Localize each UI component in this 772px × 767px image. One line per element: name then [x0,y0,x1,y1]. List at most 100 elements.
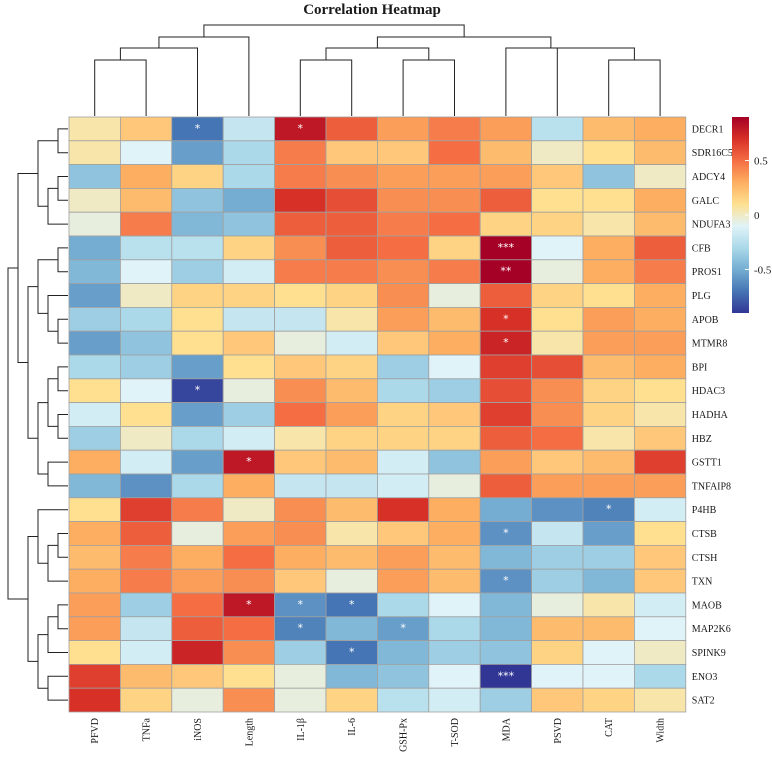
row-dendrogram-branch [57,604,68,630]
significance-mark: * [195,384,201,397]
heatmap-cell [376,425,430,451]
heatmap-cell [634,521,687,546]
row-dendrogram-branch [47,378,58,427]
row-dendrogram-branch [57,533,68,558]
heatmap-cell [171,402,224,427]
heatmap-cell [68,306,121,332]
heatmap-cell [68,402,121,427]
heatmap-cell [428,592,481,618]
heatmap-cell [582,402,635,427]
significance-mark: * [503,527,509,540]
row-dendrogram-branch [27,286,38,439]
heatmap-cell [120,664,173,689]
column-dendrogram-branch [299,59,353,116]
heatmap-cell [222,687,275,713]
heatmap-cell [120,283,173,308]
heatmap-cell [171,473,224,499]
heatmap-cell [582,687,635,713]
heatmap-cell [428,664,481,689]
significance-mark: *** [498,241,515,254]
row-label: HBZ [692,434,712,445]
heatmap-cell [531,449,584,475]
heatmap-cell [376,568,430,594]
heatmap-cell [171,449,224,475]
heatmap-cell [582,473,635,499]
legend-tick-label: -0.5 [754,264,772,276]
heatmap-cell [531,402,584,427]
heatmap-cell [376,187,430,213]
heatmap-cell [68,330,121,356]
row-dendrogram-branch [57,366,68,392]
heatmap-cell [120,640,173,665]
row-label: MTMR8 [692,339,728,350]
significance-mark: * [400,622,406,635]
row-label: NDUFA3 [692,220,731,231]
heatmap-cell [222,545,275,570]
heatmap-cell [120,425,173,451]
heatmap-cell [222,664,275,689]
heatmap-cell [171,211,224,237]
heatmap-cell [274,425,327,451]
heatmap-cell [479,449,533,475]
heatmap-cell [325,306,378,332]
heatmap-cell [582,283,635,308]
heatmap-cell [222,521,275,546]
heatmap-cell [222,306,275,332]
heatmap-cell [531,568,584,594]
row-dendrogram-branch [57,247,68,273]
heatmap-cell [582,425,635,451]
heatmap-cell [325,497,378,522]
heatmap-cell [171,687,224,713]
heatmap-cell [634,378,687,403]
heatmap-cell [634,640,687,665]
heatmap-cell [68,283,121,308]
heatmap-cell [120,235,173,261]
heatmap-cell [171,187,224,213]
heatmap-cell [171,259,224,284]
heatmap-cell [120,330,173,356]
heatmap-cell [479,592,533,618]
heatmap-cell [120,687,173,713]
heatmap-cell [274,330,327,356]
heatmap-cell [428,402,481,427]
heatmap-cell [274,211,327,237]
heatmap-cell [171,164,224,189]
heatmap-cell [428,378,481,403]
column-dendrogram-branch [325,47,430,60]
heatmap-cell [531,592,584,618]
row-label: ENO3 [692,672,718,683]
significance-mark: * [606,503,612,516]
heatmap-cell [222,187,275,213]
row-dendrogram-branch [57,414,68,439]
column-label: iNOS [193,718,204,741]
heatmap-cell [120,449,173,475]
heatmap-cell [634,235,687,261]
heatmap-cell [634,306,687,332]
heatmap-cell [274,283,327,308]
heatmap-cell [222,211,275,237]
significance-mark: *** [498,669,515,682]
heatmap-cell [634,425,687,451]
significance-mark: * [246,455,252,468]
heatmap-cell [376,640,430,665]
heatmap-cell [428,354,481,380]
row-label: SAT2 [692,696,715,707]
heatmap-cell [479,402,533,427]
row-label: MAOB [692,600,722,611]
heatmap-cell [479,116,533,142]
heatmap-cell [325,449,378,475]
heatmap-cell [634,283,687,308]
heatmap-cell [120,187,173,213]
heatmap-cell [222,616,275,641]
significance-mark: * [246,598,252,611]
heatmap-cell [479,425,533,451]
heatmap-cell [376,116,430,142]
heatmap-cell [274,449,327,475]
heatmap-cell [68,616,121,641]
heatmap-cell [582,568,635,594]
heatmap-cell [376,473,430,499]
heatmap-cell [120,259,173,284]
heatmap-cell [120,354,173,380]
heatmap-cell [531,211,584,237]
